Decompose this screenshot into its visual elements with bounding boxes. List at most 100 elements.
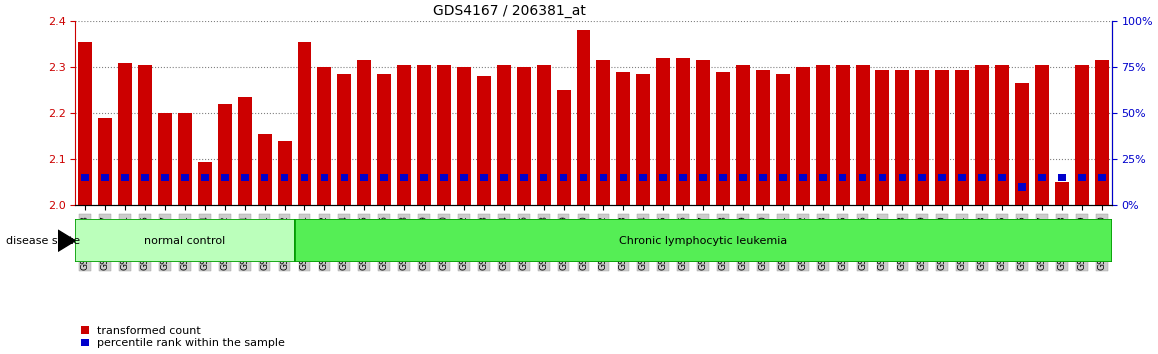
Bar: [559, 174, 567, 181]
Bar: [879, 174, 886, 181]
Bar: [1094, 60, 1108, 205]
Bar: [378, 74, 391, 205]
Bar: [875, 69, 889, 205]
Bar: [280, 174, 288, 181]
Bar: [955, 69, 969, 205]
Bar: [298, 42, 312, 205]
Bar: [639, 174, 647, 181]
Bar: [719, 174, 727, 181]
Bar: [218, 104, 232, 205]
Bar: [637, 74, 651, 205]
Bar: [420, 174, 428, 181]
Bar: [915, 69, 930, 205]
Bar: [979, 174, 985, 181]
Bar: [739, 174, 747, 181]
Bar: [680, 174, 687, 181]
Bar: [81, 174, 89, 181]
Bar: [1035, 65, 1049, 205]
Bar: [758, 174, 767, 181]
Bar: [380, 174, 388, 181]
Bar: [440, 174, 448, 181]
Bar: [856, 65, 870, 205]
Bar: [1098, 174, 1106, 181]
Bar: [161, 174, 169, 181]
Bar: [895, 69, 909, 205]
Bar: [79, 42, 93, 205]
Bar: [321, 174, 328, 181]
Bar: [657, 58, 670, 205]
Bar: [337, 74, 351, 205]
Bar: [437, 65, 450, 205]
Bar: [178, 113, 192, 205]
Bar: [580, 174, 587, 181]
Bar: [257, 134, 272, 205]
Bar: [497, 65, 511, 205]
Bar: [317, 67, 331, 205]
Bar: [340, 174, 349, 181]
Bar: [520, 174, 528, 181]
Bar: [899, 174, 907, 181]
Bar: [699, 174, 706, 181]
Bar: [696, 60, 710, 205]
Bar: [477, 76, 491, 205]
Bar: [918, 174, 926, 181]
Bar: [1018, 183, 1026, 190]
Bar: [838, 174, 846, 181]
Bar: [516, 67, 530, 205]
Bar: [358, 60, 372, 205]
Bar: [659, 174, 667, 181]
Bar: [301, 174, 308, 181]
Bar: [181, 174, 189, 181]
Bar: [799, 174, 807, 181]
Text: disease state: disease state: [6, 236, 80, 246]
Bar: [975, 65, 989, 205]
Legend: transformed count, percentile rank within the sample: transformed count, percentile rank withi…: [81, 326, 285, 348]
Text: normal control: normal control: [145, 236, 226, 246]
Bar: [122, 174, 129, 181]
Bar: [995, 65, 1009, 205]
Bar: [261, 174, 269, 181]
Bar: [536, 65, 550, 205]
Bar: [836, 65, 850, 205]
Polygon shape: [58, 230, 75, 251]
Bar: [577, 30, 591, 205]
Bar: [1055, 182, 1069, 205]
Bar: [736, 65, 750, 205]
Bar: [1016, 83, 1029, 205]
Bar: [620, 174, 628, 181]
Bar: [481, 174, 488, 181]
Bar: [676, 58, 690, 205]
Bar: [716, 72, 730, 205]
Bar: [540, 174, 548, 181]
Bar: [600, 174, 607, 181]
Bar: [1075, 65, 1089, 205]
Bar: [278, 141, 292, 205]
Bar: [779, 174, 786, 181]
Bar: [938, 174, 946, 181]
Text: Chronic lymphocytic leukemia: Chronic lymphocytic leukemia: [620, 236, 787, 246]
Bar: [1078, 174, 1085, 181]
Bar: [360, 174, 368, 181]
Bar: [616, 72, 630, 205]
Bar: [417, 65, 431, 205]
Bar: [201, 174, 208, 181]
Bar: [138, 65, 152, 205]
Bar: [221, 174, 228, 181]
Bar: [936, 69, 950, 205]
Bar: [959, 174, 966, 181]
Bar: [819, 174, 827, 181]
Bar: [998, 174, 1006, 181]
Bar: [102, 174, 109, 181]
Bar: [98, 118, 112, 205]
Bar: [1058, 174, 1065, 181]
Bar: [557, 90, 571, 205]
Bar: [859, 174, 866, 181]
Bar: [500, 174, 507, 181]
Bar: [776, 74, 790, 205]
Bar: [1038, 174, 1046, 181]
Bar: [397, 65, 411, 205]
Bar: [401, 174, 408, 181]
Bar: [198, 161, 212, 205]
Bar: [141, 174, 149, 181]
Bar: [596, 60, 610, 205]
